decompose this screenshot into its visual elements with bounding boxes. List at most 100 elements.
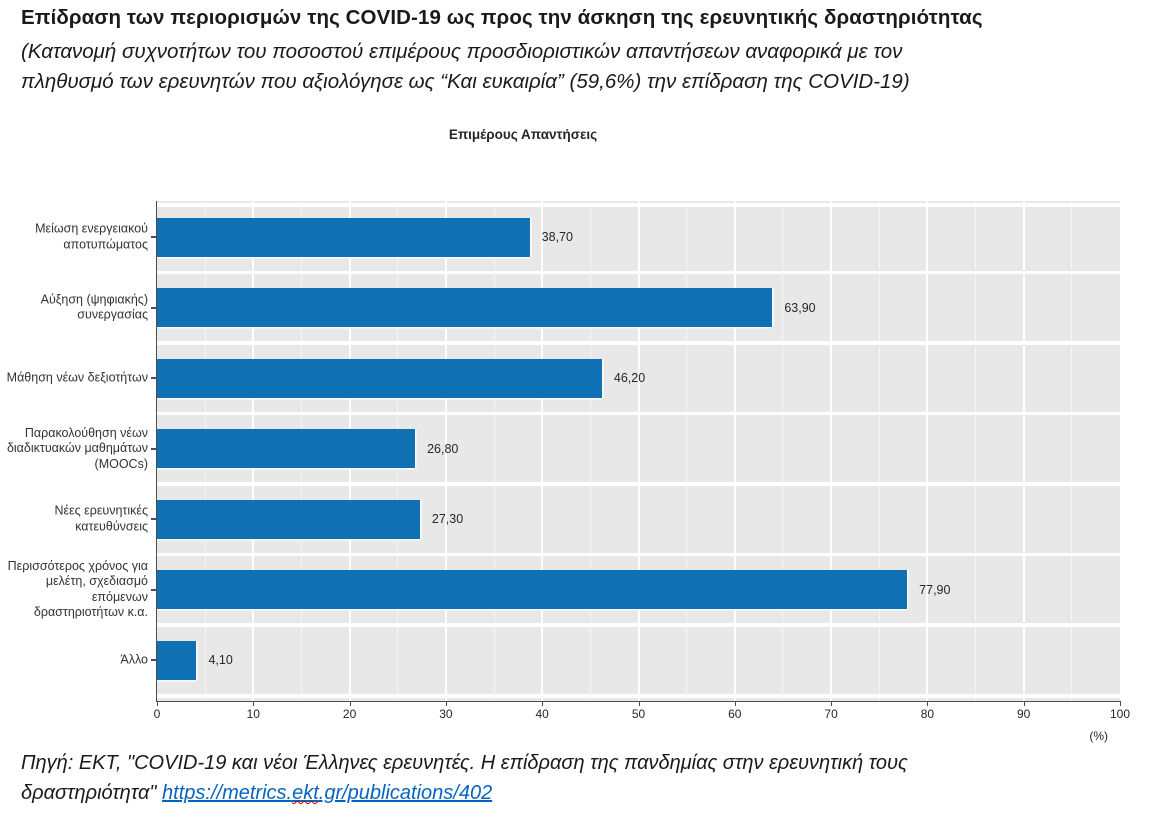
x-axis-tick-label: 30: [439, 707, 453, 721]
y-axis-tick: [151, 377, 156, 379]
category-label-line: Αύξηση (ψηφιακής): [40, 292, 148, 306]
y-axis-tick: [151, 306, 156, 309]
bar-value-label: 4,10: [208, 653, 233, 667]
bar-value-label: 26,80: [427, 441, 459, 456]
figure-title: Επίδραση των περιορισμών της COVID-19 ως…: [21, 6, 983, 29]
gridline-minor: [493, 201, 495, 701]
category-label-line: κατευθύνσεις: [75, 519, 148, 533]
x-axis-tick: [831, 702, 833, 706]
row-separator: [157, 341, 1120, 345]
bar: [157, 429, 416, 468]
category-label-line: συνεργασίας: [77, 307, 148, 322]
x-axis-tick: [1120, 702, 1121, 706]
source-line2: δραστηριότητα" https://metrics.ekt.gr/pu…: [21, 782, 492, 805]
y-axis-tick: [151, 659, 156, 661]
bar: [157, 570, 908, 609]
gridline-major: [733, 201, 736, 701]
bar: [157, 288, 773, 327]
bar-value-label: 38,70: [541, 230, 573, 244]
category-label-line: δραστηριοτήτων κ.α.: [33, 605, 148, 619]
gridline-minor: [782, 201, 784, 701]
row-separator: [157, 203, 1120, 207]
category-label: Μάθηση νέων δεξιοτήτων: [0, 370, 148, 386]
figure-subtitle-line2: πληθυσμό των ερευνητών που αξιολόγησε ως…: [21, 70, 910, 93]
source-line2-prefix: δραστηριότητα": [21, 782, 163, 804]
x-axis-tick: [927, 702, 929, 706]
x-axis-tick: [734, 702, 736, 706]
x-axis-tick: [1023, 702, 1025, 706]
x-axis-tick: [253, 702, 255, 706]
row-separator: [157, 270, 1120, 275]
x-axis-unit-label: (%): [1089, 729, 1108, 743]
bar: [157, 217, 530, 257]
category-label-line: Άλλο: [120, 652, 148, 667]
gridline-minor: [686, 201, 688, 701]
x-axis-tick-label: 20: [342, 707, 357, 721]
x-axis-tick-label: 50: [631, 707, 646, 721]
gridline-minor: [1071, 201, 1073, 701]
y-axis-tick: [151, 447, 156, 450]
source-line1: Πηγή: ΕΚΤ, "COVID-19 και νέοι Έλληνες ερ…: [21, 752, 908, 774]
gridline-major: [830, 201, 833, 701]
x-axis-tick: [349, 702, 351, 706]
x-axis-tick-label: 40: [535, 707, 549, 721]
x-axis-tick: [157, 702, 158, 706]
x-axis-tick: [542, 702, 544, 706]
x-axis-tick-label: 80: [920, 707, 935, 721]
category-label: Αύξηση (ψηφιακής) συνεργασίας: [0, 292, 148, 323]
plot-area: 38,70 63,90 46,20 26,80 27,30 77,90 4,10: [157, 201, 1120, 701]
chart-title: Επιμέρους Απαντήσεις: [448, 127, 598, 142]
row-separator: [157, 552, 1120, 557]
bar: [157, 358, 602, 398]
y-axis-tick: [151, 236, 156, 238]
category-label-line: Παρακολούθηση νέων: [24, 425, 148, 440]
gridline-major: [637, 201, 640, 701]
category-label-line: διαδικτυακών μαθημάτων: [6, 440, 148, 455]
row-separator: [157, 623, 1120, 627]
bar-value-label: 63,90: [784, 300, 816, 315]
x-axis-tick: [638, 702, 640, 706]
gridline-major: [541, 201, 544, 701]
x-axis-line: [156, 701, 1121, 702]
source-link[interactable]: https://metrics.ekt.gr/publications/402: [162, 782, 492, 804]
category-label: Περισσότερος χρόνος για μελέτη, σχεδιασμό…: [0, 559, 148, 621]
gridline-minor: [975, 201, 977, 701]
y-axis-tick: [151, 518, 156, 520]
category-label-line: Περισσότερος χρόνος για: [7, 558, 148, 573]
y-axis-tick: [151, 588, 156, 591]
bar-value-label: 46,20: [613, 371, 646, 385]
x-axis-tick-label: 0: [153, 707, 161, 721]
x-axis-tick-label: 90: [1017, 707, 1031, 721]
category-label-line: Νέες ερευνητικές: [54, 503, 148, 518]
category-label: Παρακολούθηση νέων διαδικτυακών μαθημάτων…: [0, 425, 148, 472]
bar: [157, 640, 197, 680]
bar-value-label: 27,30: [431, 512, 464, 526]
row-separator: [157, 482, 1120, 486]
figure-subtitle-line1: (Κατανομή συχνοτήτων του ποσοστού επιμέρ…: [21, 40, 903, 63]
category-label-line: (MOOCs): [94, 456, 148, 471]
gridline-minor: [878, 201, 880, 701]
category-label: Νέες ερευνητικές κατευθύνσεις: [0, 504, 148, 535]
x-axis-tick: [445, 702, 447, 706]
bar: [157, 499, 420, 539]
source-link-pre: https://metrics.: [162, 782, 293, 804]
category-label-line: μελέτη, σχεδιασμό: [45, 574, 148, 588]
source-link-spellcheck-wavy: ekt: [292, 782, 319, 804]
bar-value-label: 77,90: [919, 582, 951, 597]
category-label: Μείωση ενεργειακού αποτυπώματος: [0, 222, 148, 253]
gridline-major: [1022, 201, 1025, 701]
gridline-major: [444, 201, 447, 701]
row-separator: [157, 694, 1120, 698]
y-axis-line: [156, 201, 157, 702]
category-label-line: αποτυπώματος: [63, 237, 148, 251]
source-link-post: .gr/publications/402: [318, 782, 493, 804]
x-axis-tick-label: 10: [246, 707, 260, 721]
gridline-major: [926, 201, 929, 701]
x-axis-tick-label: 60: [728, 707, 742, 721]
category-label-line: Μάθηση νέων δεξιοτήτων: [6, 370, 148, 385]
x-axis-tick-label: 100: [1109, 707, 1131, 721]
row-separator: [157, 411, 1120, 416]
x-axis-tick-label: 70: [824, 707, 838, 721]
category-label-line: επόμενων: [91, 589, 148, 604]
